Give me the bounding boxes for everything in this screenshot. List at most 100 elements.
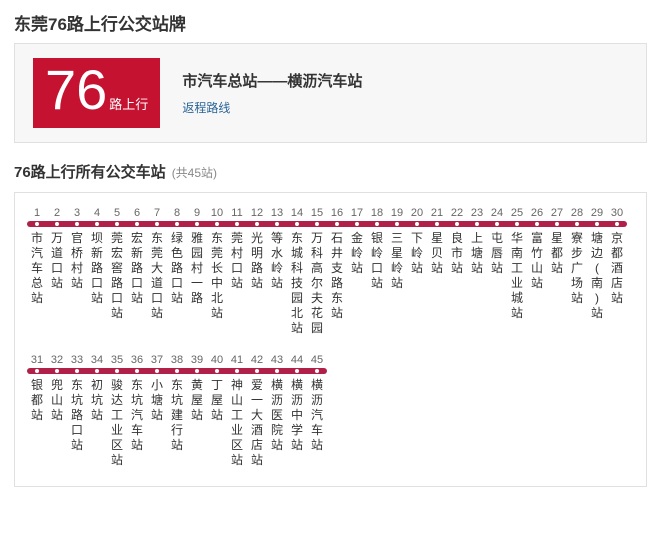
stop-number: 36 [127,354,147,366]
stop-name: 富竹山站 [527,231,547,336]
stop-name: 上塘站 [467,231,487,336]
stop-name: 神山工业区站 [227,378,247,468]
stop-dot [115,369,119,373]
route-number: 76 [45,62,107,118]
stop-dot [535,222,539,226]
stop-name: 东坑汽车站 [127,378,147,468]
stop-name: 良市站 [447,231,467,336]
stop-number: 9 [187,207,207,219]
stop-dot [215,369,219,373]
stop-name: 初坑站 [87,378,107,468]
stop-dot [175,369,179,373]
stop-name: 坝新路口站 [87,231,107,336]
stops-count: (共45站) [172,164,217,181]
stop-number: 4 [87,207,107,219]
stop-number: 16 [327,207,347,219]
stop-dot [135,222,139,226]
stop-name: 下岭站 [407,231,427,336]
stop-number: 33 [67,354,87,366]
stop-number: 23 [467,207,487,219]
route-badge: 76 路上行 [33,58,160,128]
stop-number: 42 [247,354,267,366]
stop-number: 29 [587,207,607,219]
route-endpoints: 市汽车总站——横沥汽车站 [182,70,362,91]
stop-name: 东莞大道口站 [147,231,167,336]
route-line [27,368,327,374]
stop-number: 30 [607,207,627,219]
stop-number: 39 [187,354,207,366]
stop-dot [475,222,479,226]
stop-dot [175,222,179,226]
stop-name: 莞宏窖路口站 [107,231,127,336]
stop-dot [35,222,39,226]
stop-name: 莞村口站 [227,231,247,336]
stop-number: 12 [247,207,267,219]
return-route-link[interactable]: 返程路线 [182,99,362,116]
stop-dot [495,222,499,226]
stop-name: 星贝站 [427,231,447,336]
stop-name: 寮步广场站 [567,231,587,336]
stop-number: 35 [107,354,127,366]
stop-number: 26 [527,207,547,219]
stop-dot [255,222,259,226]
route-line [27,221,627,227]
stop-dot [235,369,239,373]
stop-dot [575,222,579,226]
stop-number: 7 [147,207,167,219]
stop-number: 2 [47,207,67,219]
stop-name: 横沥医院站 [267,378,287,468]
stop-name: 东莞长中北站 [207,231,227,336]
stop-name: 万科高尔夫花园 [307,231,327,336]
stop-number: 32 [47,354,67,366]
stop-number: 27 [547,207,567,219]
stop-number: 3 [67,207,87,219]
stop-name: 三星岭站 [387,231,407,336]
stop-number: 1 [27,207,47,219]
stop-name: 横沥中学站 [287,378,307,468]
stop-dot [355,222,359,226]
stop-number: 41 [227,354,247,366]
stop-number: 44 [287,354,307,366]
stop-name: 石井支路东站 [327,231,347,336]
stop-number: 21 [427,207,447,219]
stop-number: 37 [147,354,167,366]
stop-dot [55,369,59,373]
stop-number: 14 [287,207,307,219]
stop-dot [315,222,319,226]
stop-number: 25 [507,207,527,219]
stop-name: 骏达工业区站 [107,378,127,468]
stop-name: 雅园村一路 [187,231,207,336]
route-card: 76 路上行 市汽车总站——横沥汽车站 返程路线 [14,43,647,143]
stop-dot [215,222,219,226]
stop-dot [275,369,279,373]
stop-number: 13 [267,207,287,219]
stop-dot [315,369,319,373]
stop-name: 丁屋站 [207,378,227,468]
stop-dot [415,222,419,226]
stop-dot [295,222,299,226]
stop-name: 绿色路口站 [167,231,187,336]
stop-name: 银岭口站 [367,231,387,336]
stop-name: 光明路站 [247,231,267,336]
stop-number: 31 [27,354,47,366]
stop-number: 6 [127,207,147,219]
stop-dot [275,222,279,226]
stop-dot [95,222,99,226]
stop-number: 38 [167,354,187,366]
stop-dot [75,222,79,226]
stop-name: 银都站 [27,378,47,468]
stop-number: 19 [387,207,407,219]
stop-number: 10 [207,207,227,219]
stop-dot [195,369,199,373]
stop-name: 东坑路口站 [67,378,87,468]
stop-name: 小塘站 [147,378,167,468]
stop-number: 15 [307,207,327,219]
stop-dot [295,369,299,373]
stop-name: 华南工业城站 [507,231,527,336]
stop-dot [515,222,519,226]
stop-number: 45 [307,354,327,366]
stop-name: 宏新路口站 [127,231,147,336]
stop-dot [555,222,559,226]
stop-dot [155,222,159,226]
stop-dot [195,222,199,226]
